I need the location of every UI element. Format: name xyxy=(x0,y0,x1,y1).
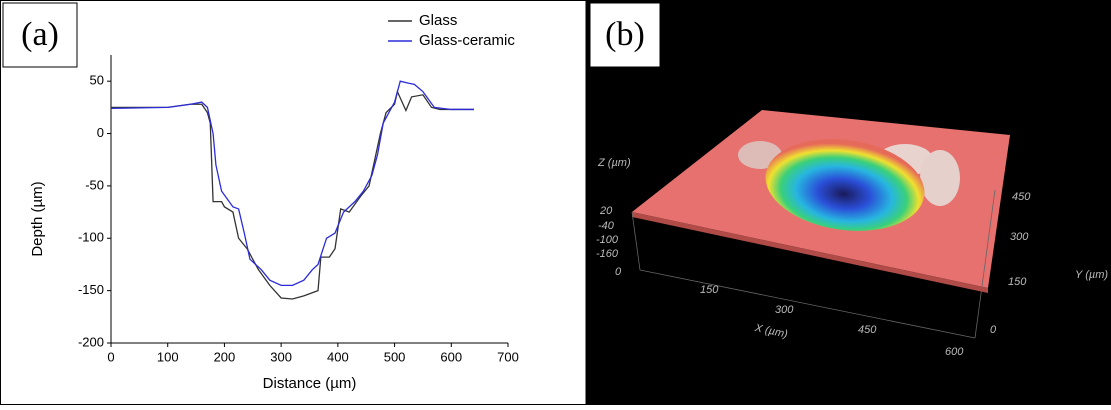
z-axis-title: Z (µm) xyxy=(597,157,631,169)
y-tick-label: 0 xyxy=(97,125,104,140)
y3d-tick-label: 300 xyxy=(1010,231,1029,243)
x-tick-label: 200 xyxy=(214,349,236,364)
x-tick-label: 300 xyxy=(270,349,292,364)
legend-label: Glass xyxy=(419,12,457,29)
x-tick-label: 400 xyxy=(327,349,349,364)
x-tick-label: 100 xyxy=(157,349,179,364)
x-tick-label: 0 xyxy=(107,349,114,364)
z-tick-label: -160 xyxy=(596,248,619,260)
y3d-tick-label: 450 xyxy=(1012,191,1031,203)
z-tick-label: -100 xyxy=(596,234,619,246)
panel-label: (b) xyxy=(605,16,645,53)
x3d-tick-label: 600 xyxy=(945,346,964,358)
y-axis-title: Depth (µm) xyxy=(29,181,46,256)
y-tick-label: -100 xyxy=(78,230,104,245)
y-tick-label: -150 xyxy=(78,282,104,297)
legend-label: Glass-ceramic xyxy=(419,32,515,49)
x3d-tick-label: 0 xyxy=(615,266,622,278)
panel-label: (a) xyxy=(21,16,59,53)
y-axis-title: Y (µm) xyxy=(1075,269,1108,281)
y3d-tick-label: 0 xyxy=(990,324,997,336)
x3d-tick-label: 300 xyxy=(775,304,794,316)
x-axis-title: Distance (µm) xyxy=(263,375,357,392)
x3d-tick-label: 450 xyxy=(858,324,877,336)
z-tick-label: 20 xyxy=(599,205,613,217)
y3d-tick-label: 150 xyxy=(1008,276,1027,288)
y-tick-label: 50 xyxy=(90,73,104,88)
figure: (a) (b) Z (µm) X (µm) Y (µm) -200-150-10… xyxy=(0,0,1111,405)
debris xyxy=(920,150,960,206)
z-tick-label: -40 xyxy=(598,220,615,232)
y-tick-label: -50 xyxy=(85,177,104,192)
x-tick-label: 500 xyxy=(384,349,406,364)
y-tick-label: -200 xyxy=(78,334,104,349)
x-tick-label: 600 xyxy=(440,349,462,364)
x3d-tick-label: 150 xyxy=(700,284,719,296)
x-tick-label: 700 xyxy=(497,349,519,364)
